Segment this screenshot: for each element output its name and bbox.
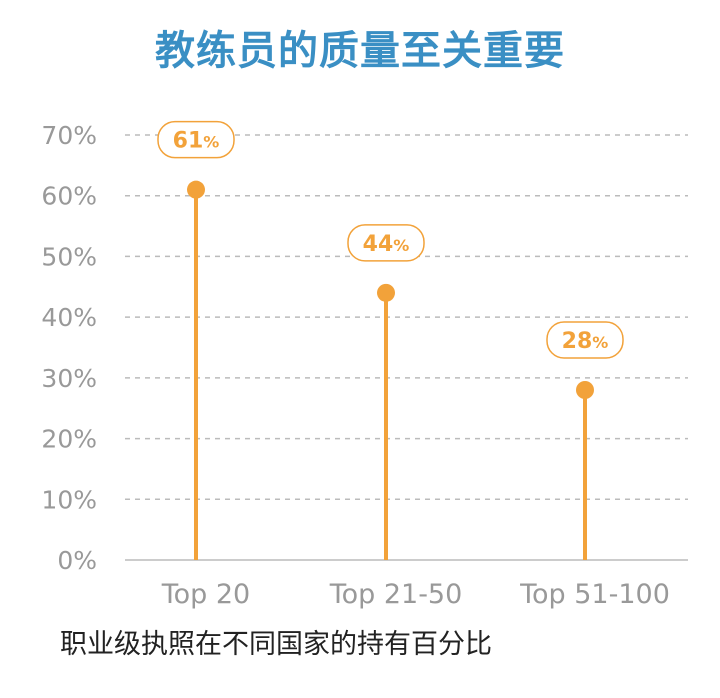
data-label: 44% bbox=[363, 232, 410, 257]
y-tick-label: 20% bbox=[41, 425, 97, 454]
y-tick-label: 50% bbox=[41, 242, 97, 271]
y-tick-label: 30% bbox=[41, 364, 97, 393]
lollipop-point bbox=[187, 180, 205, 199]
x-category-label: Top 20 bbox=[161, 579, 251, 610]
data-label-value: 44 bbox=[363, 232, 394, 257]
data-label-value: 28 bbox=[562, 329, 593, 354]
lollipop-point bbox=[576, 381, 594, 399]
chart-caption: 职业级执照在不同国家的持有百分比 bbox=[60, 629, 492, 660]
lollipop-point bbox=[377, 283, 395, 302]
x-category-label: Top 51-100 bbox=[519, 579, 670, 610]
y-tick-label: 60% bbox=[41, 182, 97, 211]
data-label: 61% bbox=[173, 129, 220, 154]
data-label-box bbox=[157, 120, 235, 159]
y-tick-label: 70% bbox=[41, 121, 97, 150]
x-axis-labels: Top 20 Top 21-50 Top 51-100 bbox=[161, 579, 670, 610]
chart-title: 教练员的质量至关重要 bbox=[155, 28, 565, 74]
y-tick-label: 40% bbox=[41, 303, 97, 332]
data-label-box bbox=[546, 321, 624, 359]
data-label-box bbox=[347, 224, 425, 262]
y-axis-ticks: 0% 10% 20% 30% 40% 50% 60% 70% bbox=[41, 121, 97, 575]
gridlines bbox=[125, 134, 688, 501]
y-tick-label: 0% bbox=[57, 546, 97, 575]
chart-marks: 61%44%28% bbox=[157, 120, 624, 560]
data-label: 28% bbox=[562, 329, 609, 354]
y-tick-label: 10% bbox=[41, 485, 97, 514]
data-label-value: 61 bbox=[173, 129, 204, 154]
data-label-unit: % bbox=[393, 236, 409, 255]
data-label-unit: % bbox=[592, 333, 608, 352]
data-label-unit: % bbox=[203, 133, 219, 152]
x-category-label: Top 21-50 bbox=[329, 579, 463, 610]
